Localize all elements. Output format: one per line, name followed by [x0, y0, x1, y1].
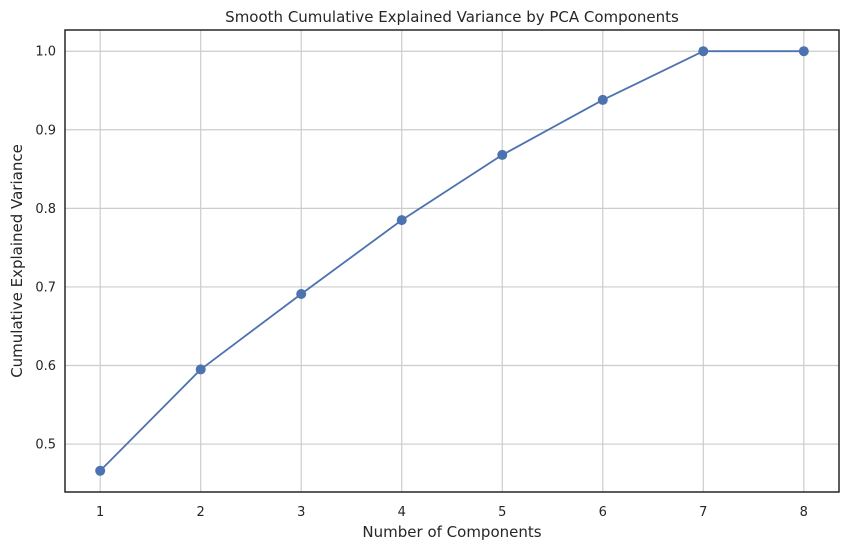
y-axis-label: Cumulative Explained Variance [8, 144, 26, 378]
data-point [798, 46, 809, 57]
data-point [597, 94, 608, 105]
x-tick-label: 4 [398, 505, 406, 520]
data-point [195, 364, 206, 375]
data-point [698, 46, 709, 57]
data-point [296, 289, 307, 299]
y-tick-label: 0.9 [35, 123, 56, 138]
x-tick-label: 8 [800, 505, 808, 520]
x-axis-label: Number of Components [362, 523, 541, 541]
tick-labels: 1 2 3 4 5 6 7 8 0.5 0.6 0.7 0.8 0.9 1.0 [35, 45, 808, 520]
y-tick-label: 0.5 [35, 438, 56, 453]
y-tick-label: 1.0 [35, 45, 56, 60]
y-tick-label: 0.6 [35, 359, 56, 374]
series-layer [95, 46, 809, 476]
x-tick-label: 3 [297, 505, 305, 520]
data-point [497, 149, 508, 160]
grid [65, 30, 839, 492]
y-tick-label: 0.8 [35, 202, 56, 217]
x-tick-label: 2 [197, 505, 205, 520]
x-tick-label: 6 [599, 505, 607, 520]
series-line [99, 50, 804, 472]
x-tick-label: 7 [699, 505, 707, 520]
data-point [396, 215, 407, 226]
y-tick-label: 0.7 [35, 280, 56, 295]
data-point [95, 465, 106, 476]
chart-title: Smooth Cumulative Explained Variance by … [225, 8, 679, 26]
x-tick-label: 1 [96, 505, 104, 520]
plot-frame [64, 29, 840, 493]
x-tick-label: 5 [498, 505, 506, 520]
